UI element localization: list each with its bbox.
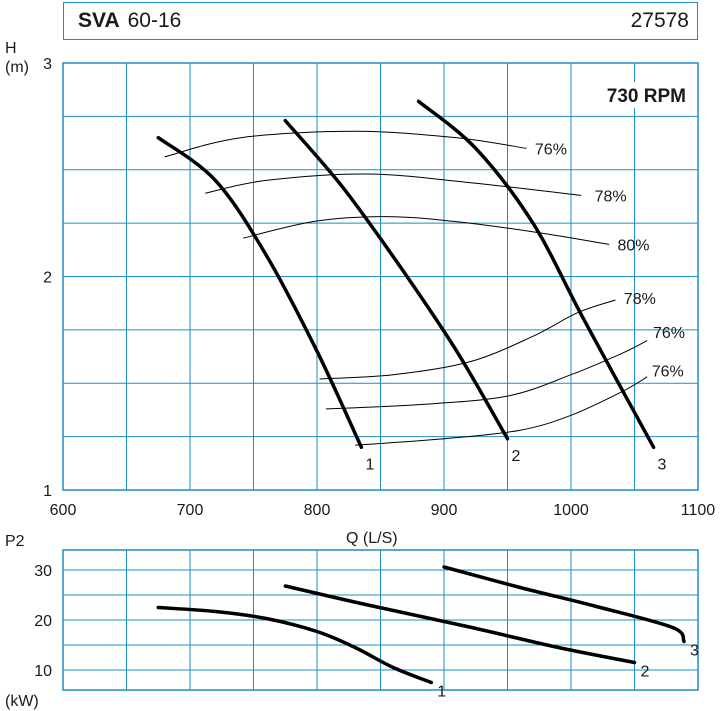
model-size: 60-16 bbox=[127, 9, 182, 32]
x-tick-label: 600 bbox=[50, 502, 77, 519]
x-tick-label: 1000 bbox=[553, 502, 589, 519]
power-plot-frame bbox=[62, 549, 699, 691]
model-series: SVA bbox=[78, 9, 120, 32]
power-curve-label-2: 2 bbox=[641, 664, 650, 681]
efficiency-label: 76% bbox=[535, 141, 567, 158]
efficiency-curve bbox=[243, 216, 610, 245]
power-axis-label: P2 bbox=[5, 533, 25, 550]
efficiency-curve bbox=[355, 376, 648, 446]
efficiency-label: 76% bbox=[652, 363, 684, 380]
head-y-tick-label: 3 bbox=[43, 56, 52, 73]
power-curve-1 bbox=[156, 605, 434, 685]
head-curve-label-1: 1 bbox=[365, 456, 374, 473]
power-axis-unit: (kW) bbox=[5, 693, 39, 710]
efficiency-curve bbox=[164, 130, 527, 158]
head-curve-2 bbox=[283, 118, 510, 441]
power-curve-label-1: 1 bbox=[437, 684, 446, 701]
x-tick-label: 700 bbox=[177, 502, 204, 519]
x-tick-label: 800 bbox=[304, 502, 331, 519]
x-tick-label: 900 bbox=[431, 502, 458, 519]
head-y-tick-label: 2 bbox=[43, 270, 52, 287]
power-curve-label-3: 3 bbox=[690, 643, 699, 660]
rpm-label: 730 RPM bbox=[607, 86, 686, 107]
efficiency-curve bbox=[205, 173, 582, 196]
rpm-label-bg bbox=[592, 82, 690, 108]
head-axis-label: H bbox=[5, 40, 17, 57]
head-plot-frame bbox=[62, 62, 699, 491]
efficiency-label: 76% bbox=[653, 325, 685, 342]
efficiency-label: 80% bbox=[617, 237, 649, 254]
model-label: SVA 60-16 bbox=[78, 9, 181, 33]
head-y-tick-label: 1 bbox=[43, 483, 52, 500]
power-y-tick-label: 30 bbox=[34, 563, 52, 580]
head-curve-3 bbox=[416, 99, 656, 450]
curve-code: 27578 bbox=[630, 9, 689, 32]
head-axis-unit: (m) bbox=[5, 59, 29, 76]
head-curve-label-2: 2 bbox=[512, 448, 521, 465]
efficiency-label: 78% bbox=[595, 188, 627, 205]
power-curve-3 bbox=[442, 565, 686, 644]
x-axis-label: Q (L/S) bbox=[346, 530, 398, 547]
power-y-tick-label: 20 bbox=[34, 613, 52, 630]
x-tick-label: 1100 bbox=[681, 502, 716, 519]
head-curve-1 bbox=[156, 135, 364, 450]
power-curve-2 bbox=[283, 584, 637, 665]
power-y-tick-label: 10 bbox=[34, 663, 52, 680]
efficiency-curve bbox=[325, 340, 648, 410]
head-curve-label-3: 3 bbox=[658, 456, 667, 473]
chart-header: SVA 60-16 27578 bbox=[63, 2, 698, 40]
efficiency-label: 78% bbox=[624, 291, 656, 308]
